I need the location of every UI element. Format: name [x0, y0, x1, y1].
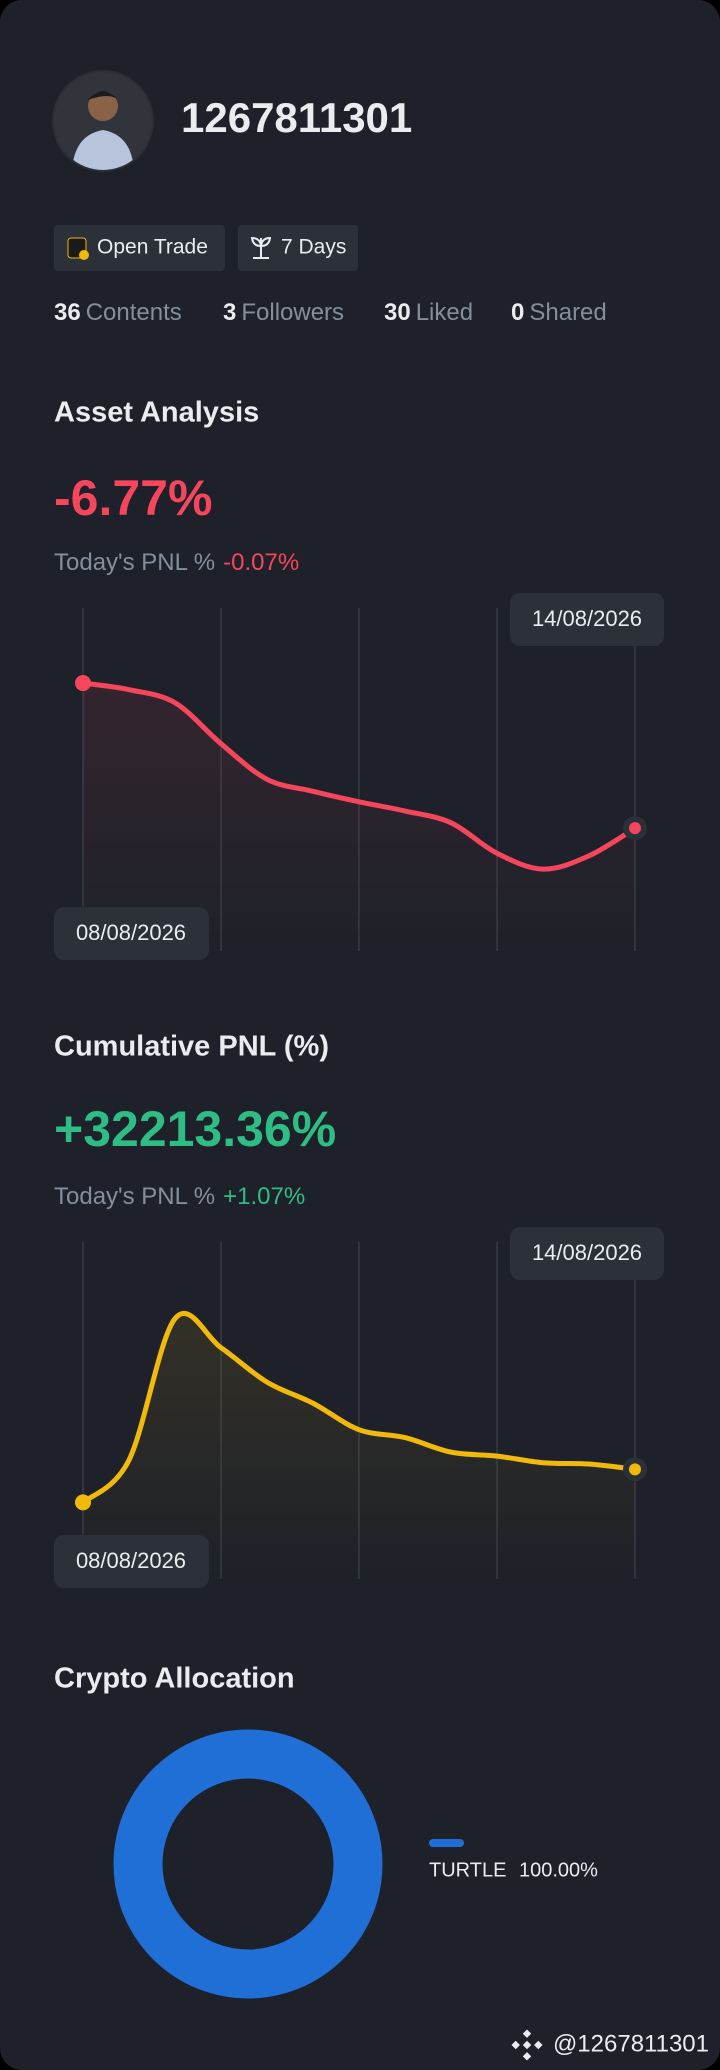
start-point	[75, 675, 91, 692]
stat-label: Followers	[241, 299, 344, 326]
stats: 36 Contents 3 Followers 30 Liked 0 Shared	[54, 299, 607, 326]
end-date: 14/08/2026	[532, 606, 642, 631]
avatar-ring	[52, 70, 154, 172]
legend-name: TURTLE	[429, 1859, 506, 1881]
line	[80, 680, 638, 872]
pnl-value: +32213.36%	[54, 1101, 336, 1157]
today-label: Today's PNL % -0.07%	[54, 549, 299, 576]
badge-bg	[54, 225, 225, 271]
end-date: 14/08/2026	[532, 1240, 642, 1265]
today-label-text: Today's PNL %	[54, 549, 215, 576]
legend-value: 100.00%	[519, 1859, 598, 1881]
area	[83, 1313, 635, 1579]
donut-segment	[113, 1729, 383, 1999]
badge-label: 7 Days	[281, 236, 346, 259]
section-title: Crypto Allocation	[54, 1663, 295, 1695]
avatar	[53, 71, 153, 171]
end-point	[629, 1463, 641, 1476]
badge-icon	[250, 236, 272, 259]
date-label-bg	[510, 1227, 664, 1280]
stat: 36 Contents	[54, 299, 182, 326]
badge-bg	[238, 225, 358, 271]
end-point	[629, 822, 641, 835]
stat-label: Liked	[416, 299, 473, 326]
date-label-bg	[54, 907, 209, 960]
line	[80, 1311, 638, 1505]
stat-label: Contents	[86, 299, 182, 326]
section-title: Asset Analysis	[54, 397, 259, 429]
legend-swatch	[429, 1839, 464, 1847]
stat: 3 Followers	[223, 299, 344, 326]
stat-label: Shared	[529, 299, 606, 326]
stat: 0 Shared	[511, 299, 607, 326]
username: 1267811301	[181, 94, 412, 141]
start-date: 08/08/2026	[76, 1548, 186, 1573]
stat-count: 36	[54, 299, 81, 326]
stat: 30 Liked	[384, 299, 473, 326]
date-label-bg	[54, 1535, 209, 1588]
today-value: -0.07%	[223, 549, 299, 576]
badge-icon-dot	[79, 250, 89, 260]
stat-count: 0	[511, 299, 524, 326]
start-point	[75, 1494, 91, 1511]
badge-label: Open Trade	[97, 236, 208, 259]
start-date: 08/08/2026	[76, 920, 186, 945]
today-label-text: Today's PNL %	[54, 1183, 215, 1210]
today-label: Today's PNL % +1.07%	[54, 1183, 305, 1210]
area	[83, 683, 635, 951]
today-value: +1.07%	[223, 1183, 305, 1210]
pnl-value: -6.77%	[54, 470, 212, 526]
footer-handle: @1267811301	[553, 2030, 709, 2057]
section-title: Cumulative PNL (%)	[54, 1031, 329, 1063]
stat-count: 30	[384, 299, 411, 326]
stat-count: 3	[223, 299, 236, 326]
date-label-bg	[510, 593, 664, 646]
